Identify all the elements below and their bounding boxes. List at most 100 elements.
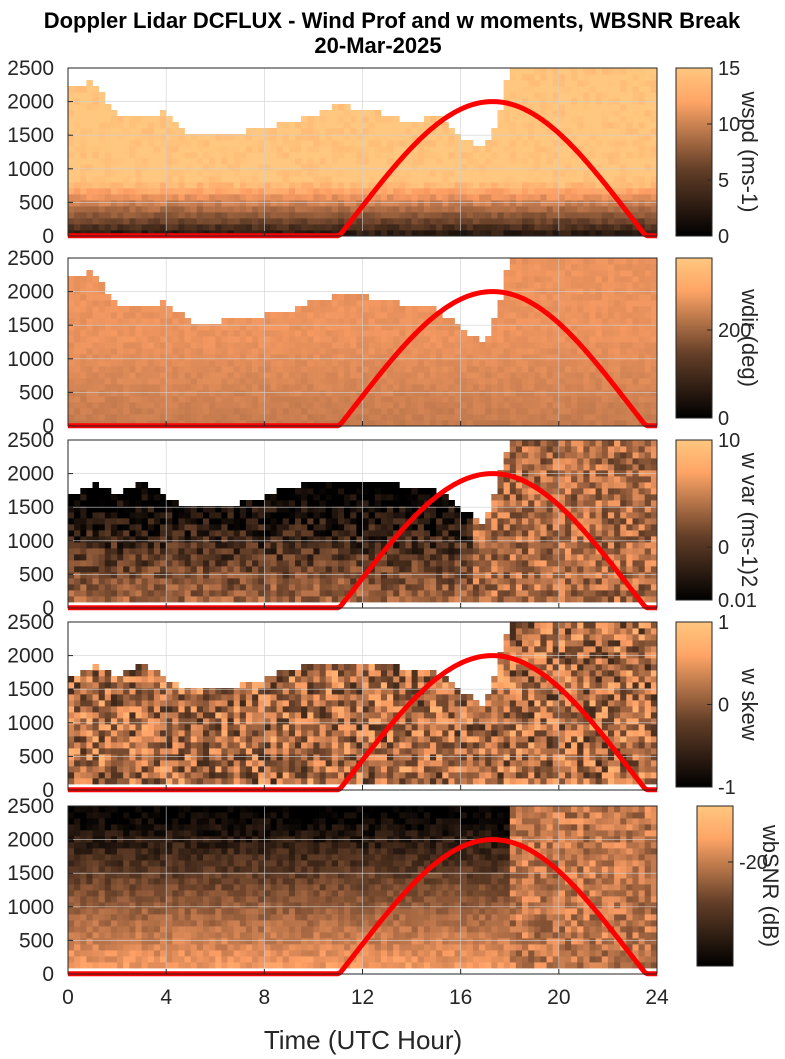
heatmap-cell bbox=[583, 360, 590, 367]
heatmap-cell bbox=[92, 554, 99, 561]
heatmap-cell bbox=[92, 360, 99, 367]
heatmap-cell bbox=[650, 116, 658, 123]
heatmap-cell bbox=[166, 596, 173, 603]
heatmap-cell bbox=[338, 318, 345, 325]
heatmap-cell bbox=[68, 300, 75, 307]
heatmap-cell bbox=[307, 488, 314, 495]
heatmap-cell bbox=[338, 330, 345, 337]
heatmap-cell bbox=[540, 188, 547, 195]
heatmap-cell bbox=[528, 164, 535, 171]
heatmap-cell bbox=[528, 324, 535, 331]
heatmap-cell bbox=[626, 86, 633, 93]
heatmap-cell bbox=[387, 212, 394, 219]
heatmap-cell bbox=[288, 200, 296, 207]
heatmap-cell bbox=[153, 512, 161, 519]
heatmap-cell bbox=[227, 584, 234, 591]
heatmap-cell bbox=[258, 372, 265, 379]
heatmap-cell bbox=[68, 146, 75, 153]
heatmap-cell bbox=[270, 396, 277, 403]
heatmap-cell bbox=[270, 164, 277, 171]
heatmap-cell bbox=[491, 402, 498, 409]
heatmap-cell bbox=[607, 396, 615, 403]
heatmap-cell bbox=[68, 536, 75, 543]
heatmap-cell bbox=[147, 330, 155, 337]
heatmap-cell bbox=[595, 110, 603, 117]
heatmap-cell bbox=[270, 590, 277, 597]
heatmap-cell bbox=[68, 116, 75, 123]
heatmap-cell bbox=[276, 182, 284, 189]
heatmap-cell bbox=[86, 294, 93, 301]
heatmap-cell bbox=[270, 354, 277, 361]
heatmap-cell bbox=[74, 348, 81, 355]
heatmap-cell bbox=[98, 224, 106, 231]
heatmap-cell bbox=[141, 336, 149, 343]
heatmap-cell bbox=[362, 164, 369, 171]
heatmap-cell bbox=[626, 300, 633, 307]
heatmap-cell bbox=[479, 396, 486, 403]
heatmap-cell bbox=[110, 122, 118, 129]
heatmap-cell bbox=[638, 212, 646, 219]
heatmap-cell bbox=[460, 182, 468, 189]
heatmap-cell bbox=[178, 360, 185, 367]
heatmap-cell bbox=[313, 146, 320, 153]
heatmap-cell bbox=[117, 170, 124, 177]
heatmap-cell bbox=[178, 572, 185, 579]
heatmap-cell bbox=[288, 542, 296, 549]
heatmap-cell bbox=[417, 230, 425, 237]
heatmap-cell bbox=[387, 354, 394, 361]
heatmap-cell bbox=[356, 182, 363, 189]
heatmap-cell bbox=[178, 542, 185, 549]
heatmap-cell bbox=[614, 128, 621, 135]
heatmap-cell bbox=[509, 146, 517, 153]
heatmap-cell bbox=[534, 140, 541, 147]
heatmap-cell bbox=[626, 158, 633, 165]
heatmap-cell bbox=[368, 414, 376, 421]
heatmap-cell bbox=[245, 182, 253, 189]
heatmap-cell bbox=[86, 158, 93, 165]
heatmap-cell bbox=[301, 506, 308, 513]
heatmap-cell bbox=[650, 306, 658, 313]
heatmap-cell bbox=[607, 264, 615, 271]
heatmap-cell bbox=[405, 390, 412, 397]
heatmap-cell bbox=[147, 384, 155, 391]
heatmap-cell bbox=[338, 194, 345, 201]
heatmap-cell bbox=[141, 312, 149, 319]
heatmap-cell bbox=[264, 146, 271, 153]
heatmap-cell bbox=[417, 164, 425, 171]
heatmap-cell bbox=[98, 408, 106, 415]
heatmap-cell bbox=[614, 336, 621, 343]
heatmap-cell bbox=[141, 530, 149, 537]
heatmap-cell bbox=[546, 68, 554, 75]
heatmap-cell bbox=[276, 566, 284, 573]
y-tick-label: 1000 bbox=[7, 158, 54, 181]
heatmap-cell bbox=[614, 414, 621, 421]
heatmap-cell bbox=[497, 164, 504, 171]
heatmap-cell bbox=[147, 200, 155, 207]
heatmap-cell bbox=[368, 116, 376, 123]
heatmap-cell bbox=[565, 390, 572, 397]
heatmap-cell bbox=[632, 420, 639, 427]
heatmap-cell bbox=[117, 312, 124, 319]
heatmap-cell bbox=[288, 578, 296, 585]
heatmap-cell bbox=[522, 408, 529, 415]
heatmap-cell bbox=[558, 146, 566, 153]
heatmap-cell bbox=[313, 158, 320, 165]
heatmap-cell bbox=[184, 384, 192, 391]
heatmap-cell bbox=[141, 566, 149, 573]
heatmap-cell bbox=[233, 542, 241, 549]
heatmap-cell bbox=[460, 212, 468, 219]
heatmap-cell bbox=[203, 366, 210, 373]
heatmap-cell bbox=[528, 288, 535, 295]
heatmap-cell bbox=[160, 524, 167, 531]
heatmap-cell bbox=[356, 402, 363, 409]
heatmap-cell bbox=[86, 524, 93, 531]
heatmap-cell bbox=[196, 548, 204, 555]
heatmap-cell bbox=[196, 378, 204, 385]
heatmap-cell bbox=[503, 306, 511, 313]
heatmap-cell bbox=[644, 80, 652, 87]
heatmap-cell bbox=[276, 354, 284, 361]
heatmap-cell bbox=[68, 396, 75, 403]
heatmap-cell bbox=[196, 336, 204, 343]
heatmap-cell bbox=[479, 206, 486, 213]
heatmap-cell bbox=[166, 524, 173, 531]
